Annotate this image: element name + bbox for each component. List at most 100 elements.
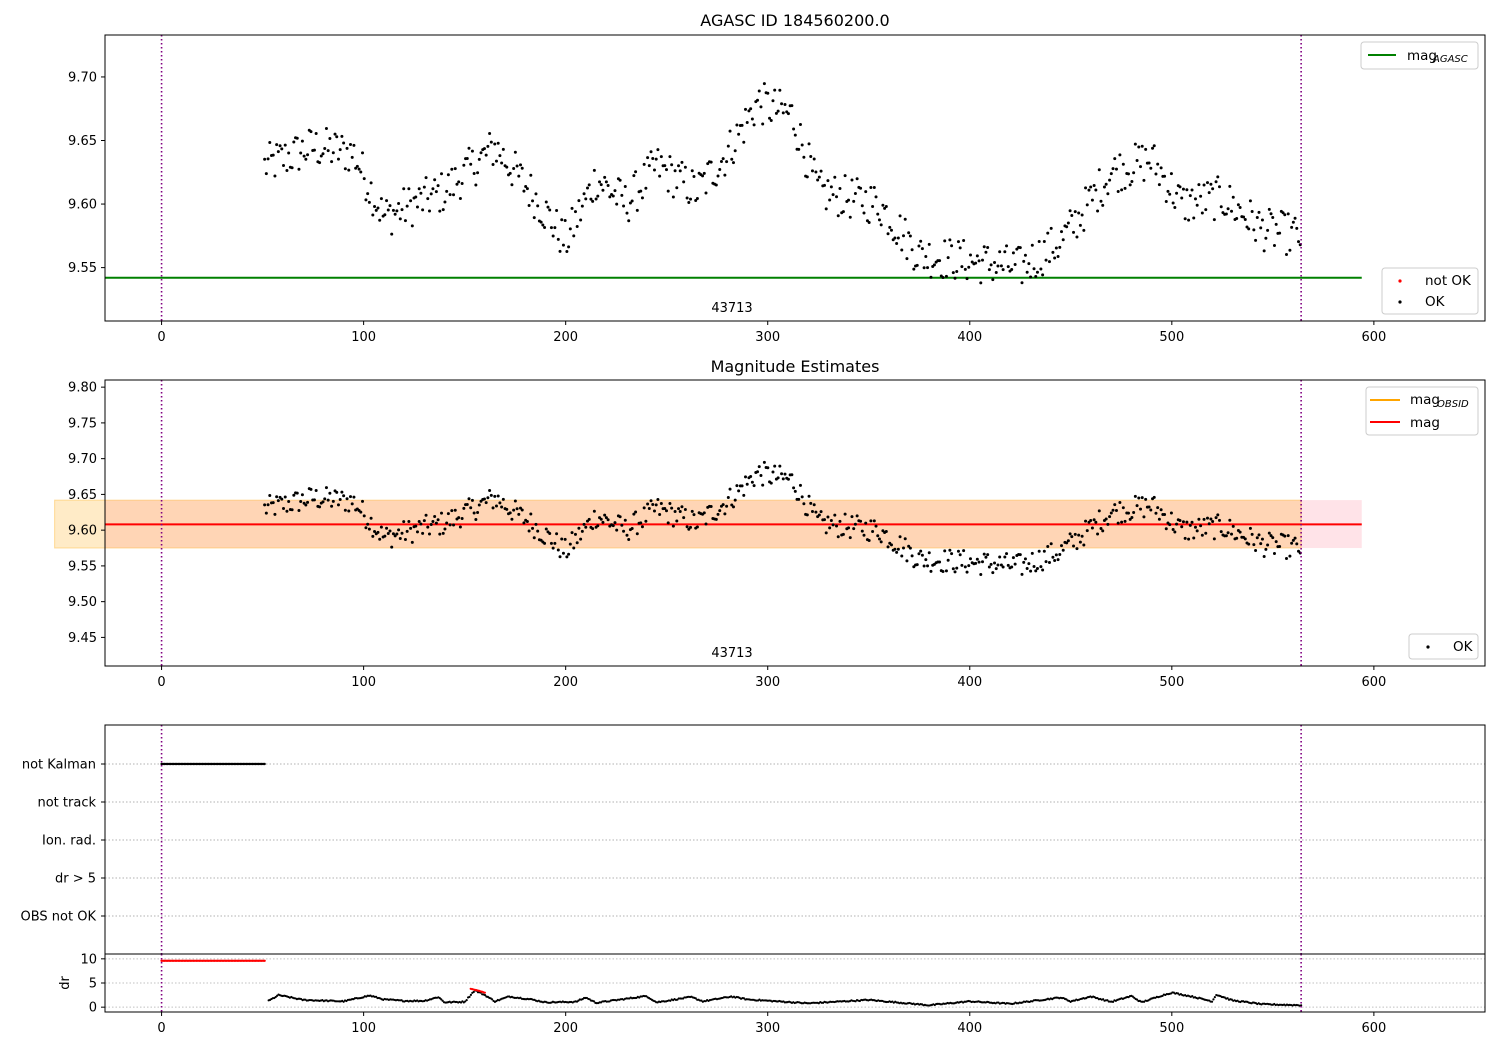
- ok-point: [689, 525, 693, 529]
- ok-point: [1166, 189, 1170, 193]
- ok-point: [409, 526, 413, 530]
- category-label: not track: [37, 796, 96, 811]
- ok-point: [275, 143, 279, 147]
- ok-point: [1032, 565, 1036, 569]
- ok-point: [314, 132, 318, 136]
- ok-point: [871, 530, 875, 534]
- ok-point: [625, 211, 629, 215]
- ok-point: [568, 227, 572, 231]
- ok-point: [869, 519, 873, 523]
- dr-point: [1102, 998, 1105, 1001]
- ok-point: [704, 191, 708, 195]
- ok-point: [975, 254, 979, 258]
- ok-point: [855, 177, 859, 181]
- x-tick-label: 0: [157, 1021, 165, 1036]
- ok-point: [1118, 153, 1122, 157]
- ok-point: [376, 530, 380, 534]
- y-tick-label: 9.65: [68, 134, 97, 149]
- ok-point: [328, 491, 332, 495]
- ok-point: [1046, 231, 1050, 235]
- ok-point: [780, 472, 784, 476]
- ok-point: [1266, 543, 1270, 547]
- ok-point: [613, 189, 617, 193]
- ok-point: [304, 503, 308, 507]
- ok-point: [730, 503, 734, 507]
- ok-point: [427, 209, 431, 213]
- ok-point: [493, 494, 497, 498]
- ok-point: [1190, 188, 1194, 192]
- ok-point: [543, 225, 547, 229]
- ok-point: [1284, 557, 1288, 561]
- ok-point: [280, 147, 284, 151]
- ok-point: [1020, 572, 1024, 576]
- ok-point: [409, 199, 413, 203]
- magnitude-estimates-obsid-label: 43713: [711, 646, 752, 661]
- ok-point: [714, 517, 718, 521]
- ok-point: [470, 149, 474, 153]
- ok-point: [508, 511, 512, 515]
- ok-point: [1197, 517, 1201, 521]
- ok-point: [915, 563, 919, 567]
- ok-point: [1243, 537, 1247, 541]
- x-tick-label: 500: [1159, 330, 1184, 345]
- ok-point: [1250, 209, 1254, 213]
- ok-point: [752, 484, 756, 488]
- ok-point: [1041, 273, 1045, 277]
- ok-point: [343, 508, 347, 512]
- ok-point: [441, 208, 445, 212]
- ok-point: [474, 517, 478, 521]
- ok-point: [841, 532, 845, 536]
- ok-point: [1054, 246, 1058, 250]
- ok-point: [1001, 268, 1005, 272]
- ok-point: [1173, 530, 1177, 534]
- ok-point: [1242, 215, 1246, 219]
- ok-point: [1205, 516, 1209, 520]
- ok-point: [675, 519, 679, 523]
- ok-point: [1247, 542, 1251, 546]
- ok-point: [611, 524, 615, 528]
- ok-point: [1202, 183, 1206, 187]
- ok-point: [1090, 198, 1094, 202]
- x-tick-label: 0: [157, 330, 165, 345]
- ok-point: [922, 266, 926, 270]
- ok-point: [1286, 212, 1290, 216]
- ok-point: [457, 516, 461, 520]
- ok-point: [718, 167, 722, 171]
- ok-point: [486, 144, 490, 148]
- ok-point: [1090, 526, 1094, 530]
- ok-point: [584, 197, 588, 201]
- ok-point: [1135, 159, 1139, 163]
- ok-point: [850, 178, 854, 182]
- ok-point: [1123, 186, 1127, 190]
- ok-point: [1235, 536, 1239, 540]
- ok-point: [843, 512, 847, 516]
- ok-point: [417, 520, 421, 524]
- ok-point: [702, 511, 706, 515]
- ok-point: [374, 208, 378, 212]
- ok-point: [812, 503, 816, 507]
- ok-point: [694, 198, 698, 202]
- ok-point: [563, 219, 567, 223]
- ok-point: [1101, 203, 1105, 207]
- ok-point: [1077, 533, 1081, 537]
- ok-point: [919, 549, 923, 553]
- ok-point: [634, 170, 638, 174]
- ok-point: [378, 218, 382, 222]
- ok-point: [1230, 532, 1234, 536]
- y-tick-label: 9.55: [68, 261, 97, 276]
- ok-point: [455, 182, 459, 186]
- ok-point: [469, 506, 473, 510]
- ok-point: [312, 148, 316, 152]
- ok-point: [592, 509, 596, 513]
- ok-point: [440, 511, 444, 515]
- ok-point: [920, 553, 924, 557]
- ok-point: [1142, 515, 1146, 519]
- ok-point: [424, 176, 428, 180]
- ok-point: [627, 538, 631, 542]
- ok-point: [604, 516, 608, 520]
- ok-point: [323, 497, 327, 501]
- ok-point: [560, 218, 564, 222]
- ok-point: [625, 533, 629, 537]
- ok-point: [1133, 142, 1137, 146]
- ok-point: [536, 529, 540, 533]
